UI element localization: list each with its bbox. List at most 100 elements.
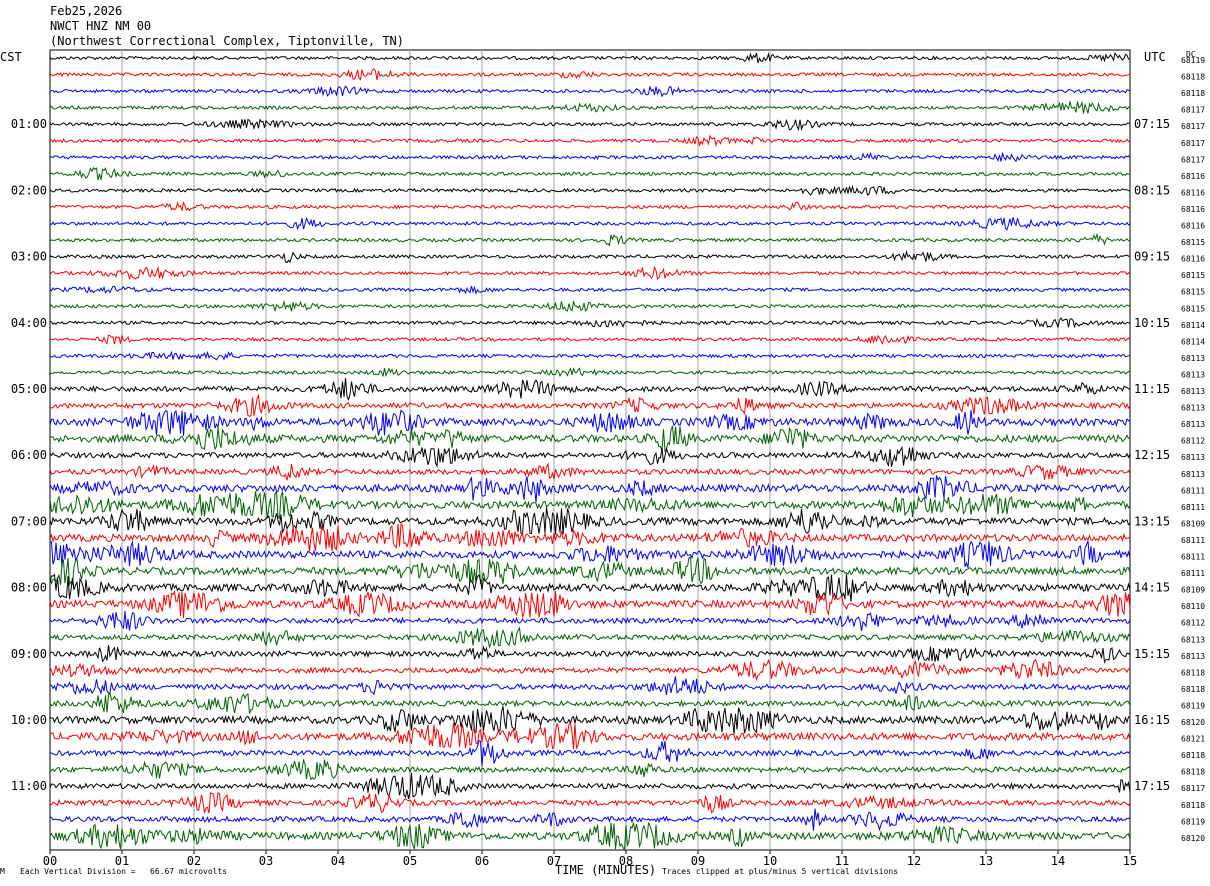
dc-offset-label: 68119 xyxy=(1181,56,1205,65)
x-tick-label: 14 xyxy=(1051,854,1065,868)
x-tick-label: 13 xyxy=(979,854,993,868)
left-hour-label: 03:00 xyxy=(11,250,47,264)
seismic-trace xyxy=(49,772,1131,800)
seismic-trace xyxy=(49,393,1131,417)
x-tick-label: 11 xyxy=(835,854,849,868)
seismic-trace xyxy=(49,52,1131,64)
dc-offset-label: 68118 xyxy=(1181,801,1205,810)
dc-offset-label: 68113 xyxy=(1181,420,1205,429)
seismic-trace xyxy=(49,445,1131,468)
dc-header-label: DC xyxy=(1186,50,1196,59)
dc-offset-label: 68116 xyxy=(1181,188,1205,197)
dc-offset-label: 68109 xyxy=(1181,519,1205,528)
dc-offset-label: 68118 xyxy=(1181,668,1205,677)
right-hour-label: 12:15 xyxy=(1134,448,1170,462)
left-hour-label: 09:00 xyxy=(11,647,47,661)
seismic-trace xyxy=(49,377,1131,401)
seismic-trace xyxy=(49,758,1131,781)
dc-offset-label: 68120 xyxy=(1181,834,1205,843)
scale-note: Each Vertical Division = 66.67 microvolt… xyxy=(20,867,228,876)
dc-offset-label: 68111 xyxy=(1181,569,1205,578)
x-tick-label: 15 xyxy=(1123,854,1137,868)
dc-offset-label: 68120 xyxy=(1181,718,1205,727)
right-hour-label: 10:15 xyxy=(1134,316,1170,330)
grid-lines xyxy=(49,49,1131,851)
left-hour-label: 01:00 xyxy=(11,117,47,131)
station-code: NWCT HNZ NM 00 xyxy=(50,19,152,33)
x-tick-label: 00 xyxy=(43,854,57,868)
dc-offset-label: 68111 xyxy=(1181,536,1205,545)
x-tick-label: 06 xyxy=(475,854,489,868)
left-hour-label: 04:00 xyxy=(11,316,47,330)
seismic-trace xyxy=(49,250,1131,264)
seismic-trace xyxy=(49,589,1131,619)
left-hour-label: 08:00 xyxy=(11,581,47,595)
left-hour-label: 05:00 xyxy=(11,382,47,396)
seismic-trace xyxy=(49,134,1131,148)
plot-frame xyxy=(49,49,1131,851)
seismic-trace xyxy=(49,367,1131,378)
seismic-trace xyxy=(49,265,1131,281)
x-tick-label: 04 xyxy=(331,854,345,868)
dc-offset-label: 68116 xyxy=(1181,255,1205,264)
station-location: (Northwest Correctional Complex, Tiptonv… xyxy=(50,34,405,48)
dc-offset-label: 68117 xyxy=(1181,122,1205,131)
left-hour-label: 11:00 xyxy=(11,779,47,793)
seismic-trace xyxy=(49,507,1131,536)
x-axis-label: TIME (MINUTES) xyxy=(555,863,657,877)
clip-note: Traces clipped at plus/minus 5 vertical … xyxy=(662,867,899,876)
right-hour-label: 08:15 xyxy=(1134,183,1170,197)
seismic-trace xyxy=(49,285,1131,295)
right-hour-label: 15:15 xyxy=(1134,647,1170,661)
dc-offset-label: 68113 xyxy=(1181,354,1205,363)
dc-offset-label: 68117 xyxy=(1181,106,1205,115)
dc-offset-label: 68113 xyxy=(1181,652,1205,661)
seismic-trace xyxy=(49,151,1131,163)
seismic-trace xyxy=(49,645,1131,664)
left-timezone-label: CST xyxy=(0,50,22,64)
dc-offset-label: 68118 xyxy=(1181,685,1205,694)
dc-offset-label: 68111 xyxy=(1181,503,1205,512)
x-tick-label: 10 xyxy=(763,854,777,868)
dc-offset-label: 68112 xyxy=(1181,437,1205,446)
seismic-trace xyxy=(49,216,1131,231)
dc-offset-label: 68111 xyxy=(1181,486,1205,495)
x-axis: 00 01 02 03 04 05 06 07 08 09 10 11 12 13 14 15 xyxy=(43,850,1137,868)
dc-offset-label: 68109 xyxy=(1181,586,1205,595)
right-hour-label: 16:15 xyxy=(1134,713,1170,727)
dc-offset-label: 68118 xyxy=(1181,89,1205,98)
left-hour-label: 02:00 xyxy=(11,183,47,197)
dc-offset-label: 68114 xyxy=(1181,337,1205,346)
seismic-trace xyxy=(49,610,1131,631)
dc-offset-label: 68118 xyxy=(1181,768,1205,777)
x-tick-label: 08 xyxy=(619,854,633,868)
seismic-trace xyxy=(49,722,1131,750)
seismic-trace xyxy=(49,232,1131,247)
right-hour-label: 14:15 xyxy=(1134,581,1170,595)
dc-offset-label: 68113 xyxy=(1181,635,1205,644)
seismic-trace xyxy=(49,85,1131,98)
dc-offset-label: 68113 xyxy=(1181,470,1205,479)
dc-offset-labels: 68119 68118 68118 68117 68117 68117 68117 68116… xyxy=(1181,56,1205,843)
dc-offset-label: 68115 xyxy=(1181,288,1205,297)
dc-offset-label: 68116 xyxy=(1181,172,1205,181)
seismic-trace xyxy=(49,100,1131,114)
plot-date: Feb25,2026 xyxy=(50,4,123,18)
right-hour-label: 13:15 xyxy=(1134,514,1170,528)
seismic-trace xyxy=(49,299,1131,313)
left-hour-label: 10:00 xyxy=(11,713,47,727)
dc-offset-label: 68115 xyxy=(1181,238,1205,247)
seismic-trace xyxy=(49,523,1131,552)
seismic-trace xyxy=(49,706,1131,735)
dc-offset-label: 68119 xyxy=(1181,701,1205,710)
seismic-trace xyxy=(49,462,1131,481)
x-tick-label: 02 xyxy=(187,854,201,868)
seismic-trace xyxy=(49,409,1131,436)
seismic-traces xyxy=(49,52,1131,852)
dc-offset-label: 68117 xyxy=(1181,139,1205,148)
seismic-trace xyxy=(49,676,1131,696)
seismic-trace xyxy=(49,791,1131,814)
right-hour-label: 09:15 xyxy=(1134,250,1170,264)
dc-offset-label: 68116 xyxy=(1181,205,1205,214)
seismic-trace xyxy=(49,740,1131,767)
